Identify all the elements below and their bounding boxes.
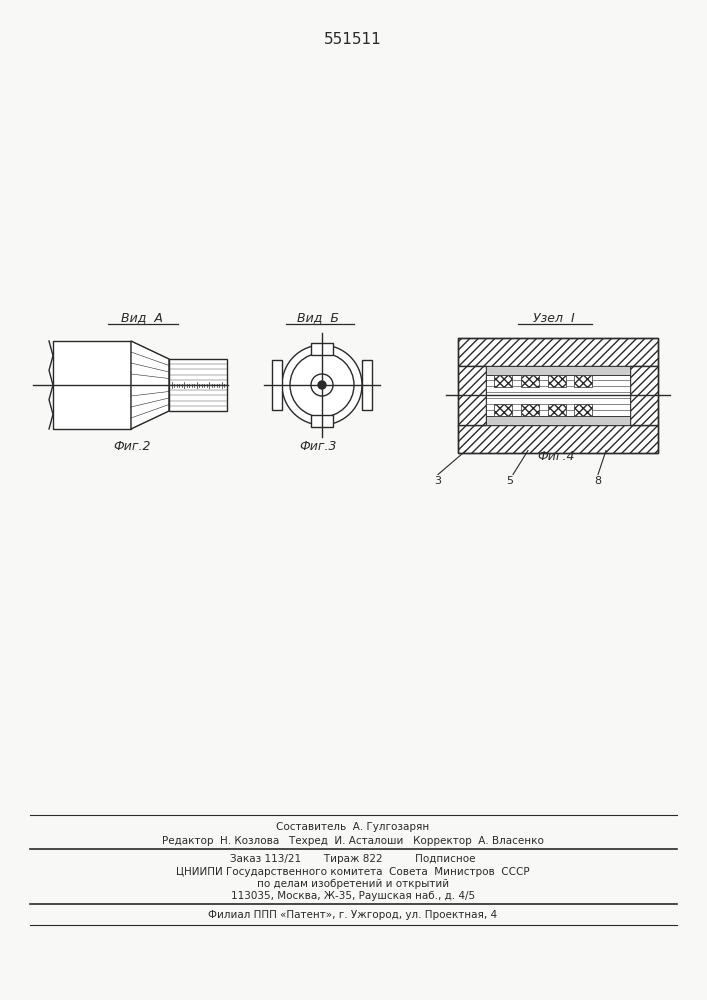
Text: Вид  Б: Вид Б [297,312,339,324]
Bar [169,359,227,411]
Text: 3: 3 [435,477,441,487]
Text: 5: 5 [506,477,513,487]
Text: ЦНИИПИ Государственного комитета  Совета  Министров  СССР: ЦНИИПИ Государственного комитета Совета … [176,867,530,877]
Bar [494,374,512,386]
Bar [311,343,333,355]
Text: Заказ 113/21       Тираж 822          Подписное: Заказ 113/21 Тираж 822 Подписное [230,854,476,864]
Text: Фиг.2: Фиг.2 [113,440,151,454]
Bar [574,403,592,416]
Circle shape [318,381,326,389]
Text: Вид  A: Вид A [121,312,163,324]
Text: Фиг.3: Фиг.3 [299,440,337,454]
Bar [458,338,658,452]
Circle shape [282,345,362,425]
Bar [486,365,630,374]
Bar [574,374,592,386]
Bar [548,374,566,386]
Text: Редактор  Н. Козлова   Техред  И. Асталоши   Корректор  А. Власенко: Редактор Н. Козлова Техред И. Асталоши К… [162,836,544,846]
Bar [486,374,630,416]
Polygon shape [131,341,169,429]
Text: 113035, Москва, Ж-35, Раушская наб., д. 4/5: 113035, Москва, Ж-35, Раушская наб., д. … [231,891,475,901]
Text: 8: 8 [595,477,602,487]
Bar [548,403,566,416]
Bar [486,416,630,424]
Bar [521,374,539,386]
Text: 551511: 551511 [324,32,382,47]
Bar [630,365,658,424]
Text: Узел  I: Узел I [533,312,575,324]
Text: Составитель  А. Гулгозарян: Составитель А. Гулгозарян [276,822,430,832]
Text: Филиал ППП «Патент», г. Ужгород, ул. Проектная, 4: Филиал ППП «Патент», г. Ужгород, ул. Про… [209,910,498,920]
Bar [458,338,658,365]
Text: по делам изобретений и открытий: по делам изобретений и открытий [257,879,449,889]
Bar [458,424,658,452]
Text: Фиг.4: Фиг.4 [537,450,575,464]
Bar [53,341,131,429]
Bar [272,360,282,410]
Bar [494,403,512,416]
Bar [362,360,372,410]
Bar [311,415,333,427]
Circle shape [311,374,333,396]
Bar [458,365,486,424]
Circle shape [290,353,354,417]
Bar [521,403,539,416]
